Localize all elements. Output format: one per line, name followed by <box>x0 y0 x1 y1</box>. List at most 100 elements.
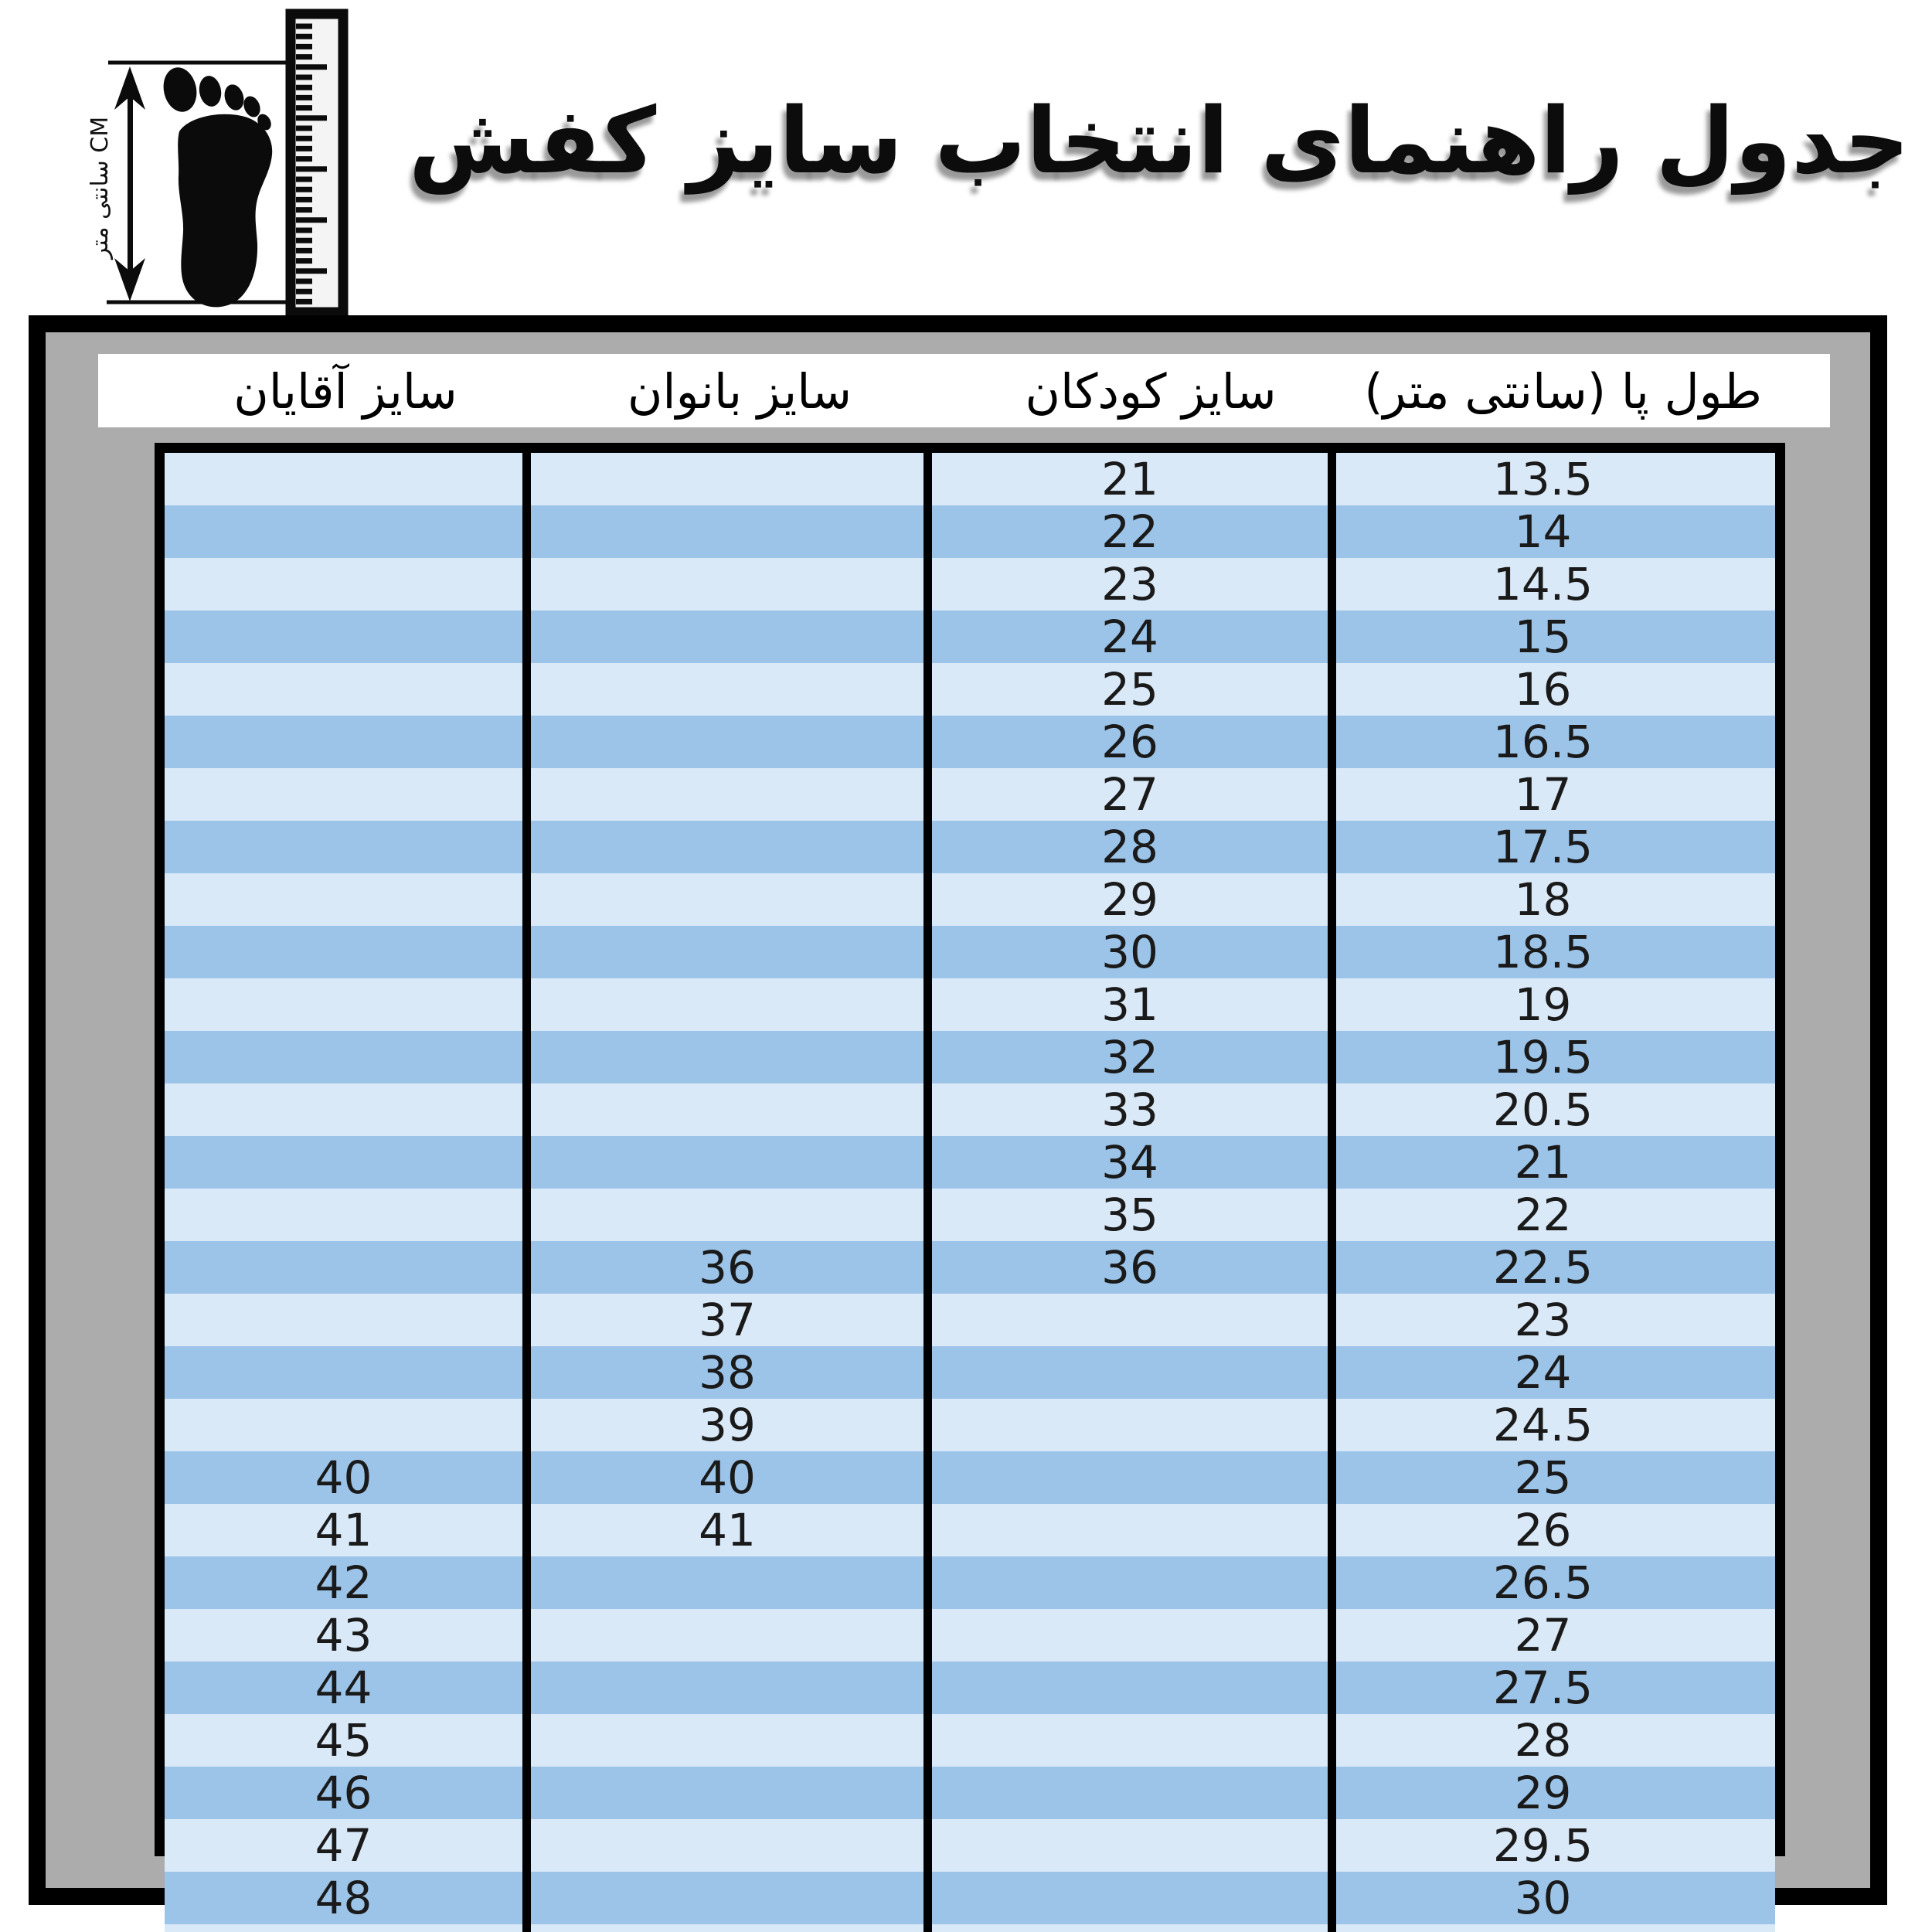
table-row: 42 26.5 <box>165 1556 1775 1609</box>
table-row: 30 18.5 <box>165 926 1775 978</box>
cell-women <box>531 663 932 716</box>
cell-women: 41 <box>531 1504 932 1556</box>
cell-men: 49 <box>165 1924 531 1932</box>
table-row: 49 31 <box>165 1924 1775 1932</box>
cell-men: 48 <box>165 1872 531 1924</box>
cell-foot: 31 <box>1336 1924 1750 1932</box>
table-row: 45 28 <box>165 1714 1775 1767</box>
table-row: 40 40 25 <box>165 1451 1775 1504</box>
cell-men: 42 <box>165 1556 531 1609</box>
table-row: 35 22 <box>165 1189 1775 1241</box>
cell-women <box>531 558 932 611</box>
table-row: 36 36 22.5 <box>165 1241 1775 1294</box>
cell-women <box>531 1556 932 1609</box>
cell-men <box>165 1189 531 1241</box>
cell-children: 22 <box>932 505 1336 558</box>
cell-children <box>932 1767 1336 1819</box>
cell-children <box>932 1714 1336 1767</box>
cell-foot: 27 <box>1514 1609 1572 1662</box>
table-row: 43 27 <box>165 1609 1775 1662</box>
cell-women <box>531 505 932 558</box>
cell-women: 38 <box>531 1346 932 1399</box>
table-row: 22 14 <box>165 505 1775 558</box>
measure-arrow-icon <box>114 66 145 301</box>
cell-children: 29 <box>932 873 1336 926</box>
cell-men <box>165 768 531 821</box>
cell-men <box>165 716 531 768</box>
cell-foot: 16.5 <box>1492 716 1594 768</box>
cell-men <box>165 1399 531 1451</box>
cell-men <box>165 1294 531 1346</box>
cell-women <box>531 926 932 978</box>
cell-foot: 29 <box>1514 1767 1572 1819</box>
cell-women: 37 <box>531 1294 932 1346</box>
table-row: 38 24 <box>165 1346 1775 1399</box>
cell-women <box>531 821 932 873</box>
cell-men <box>165 978 531 1031</box>
cell-foot: 30 <box>1514 1872 1572 1924</box>
table-row: 21 13.5 <box>165 453 1775 505</box>
cell-children: 24 <box>932 611 1336 663</box>
cell-children: 26 <box>932 716 1336 768</box>
column-header-men: سایز آقایان <box>233 363 457 420</box>
measure-lines-icon <box>107 60 287 304</box>
table-row: 37 23 <box>165 1294 1775 1346</box>
cell-women <box>531 978 932 1031</box>
table-row: 44 27.5 <box>165 1662 1775 1714</box>
cell-men <box>165 821 531 873</box>
cell-women <box>531 1189 932 1241</box>
table-row: 26 16.5 <box>165 716 1775 768</box>
cell-women <box>531 1767 932 1819</box>
cell-children: 33 <box>932 1083 1336 1136</box>
table-row: 31 19 <box>165 978 1775 1031</box>
cell-foot: 21 <box>1514 1136 1572 1189</box>
cell-men <box>165 1083 531 1136</box>
cell-men: 43 <box>165 1609 531 1662</box>
cell-men <box>165 1136 531 1189</box>
cell-foot: 14.5 <box>1492 558 1594 611</box>
cell-children: 25 <box>932 663 1336 716</box>
cell-foot: 28 <box>1514 1714 1572 1767</box>
cell-children <box>932 1924 1336 1932</box>
cell-children <box>932 1556 1336 1609</box>
cell-men: 46 <box>165 1767 531 1819</box>
cell-children <box>932 1294 1336 1346</box>
cell-foot: 26.5 <box>1492 1556 1594 1609</box>
cell-women <box>531 1924 932 1932</box>
cell-foot: 16 <box>1514 663 1572 716</box>
cell-women <box>531 1662 932 1714</box>
table-row: 28 17.5 <box>165 821 1775 873</box>
cell-men <box>165 611 531 663</box>
cell-women <box>531 1031 932 1083</box>
cell-women <box>531 1714 932 1767</box>
cell-foot: 24 <box>1514 1346 1572 1399</box>
column-header-women: سایز بانوان <box>627 363 852 420</box>
cell-women <box>531 1136 932 1189</box>
cell-men <box>165 1346 531 1399</box>
table-row: 25 16 <box>165 663 1775 716</box>
cell-foot: 26 <box>1514 1504 1572 1556</box>
cell-foot: 18 <box>1514 873 1572 926</box>
cell-foot: 15 <box>1514 611 1572 663</box>
cell-children <box>932 1872 1336 1924</box>
cell-men: 45 <box>165 1714 531 1767</box>
table-row: 33 20.5 <box>165 1083 1775 1136</box>
cell-foot: 13.5 <box>1492 453 1594 505</box>
table-row: 32 19.5 <box>165 1031 1775 1083</box>
foot-icon <box>163 67 273 308</box>
cell-children <box>932 1609 1336 1662</box>
cell-children <box>932 1451 1336 1504</box>
table-row: 41 41 26 <box>165 1504 1775 1556</box>
size-table: 21 13.5 22 14 23 14.5 24 15 25 16 26 16.5 27 17 28 17.5… <box>155 443 1785 1932</box>
cell-foot: 22 <box>1514 1189 1572 1241</box>
cell-women <box>531 1872 932 1924</box>
cell-men <box>165 926 531 978</box>
cell-men: 44 <box>165 1662 531 1714</box>
cell-foot: 20.5 <box>1492 1083 1594 1136</box>
cell-foot: 17 <box>1514 768 1572 821</box>
cell-children <box>932 1346 1336 1399</box>
table-row: 48 30 <box>165 1872 1775 1924</box>
cell-children: 36 <box>932 1241 1336 1294</box>
cell-women <box>531 873 932 926</box>
